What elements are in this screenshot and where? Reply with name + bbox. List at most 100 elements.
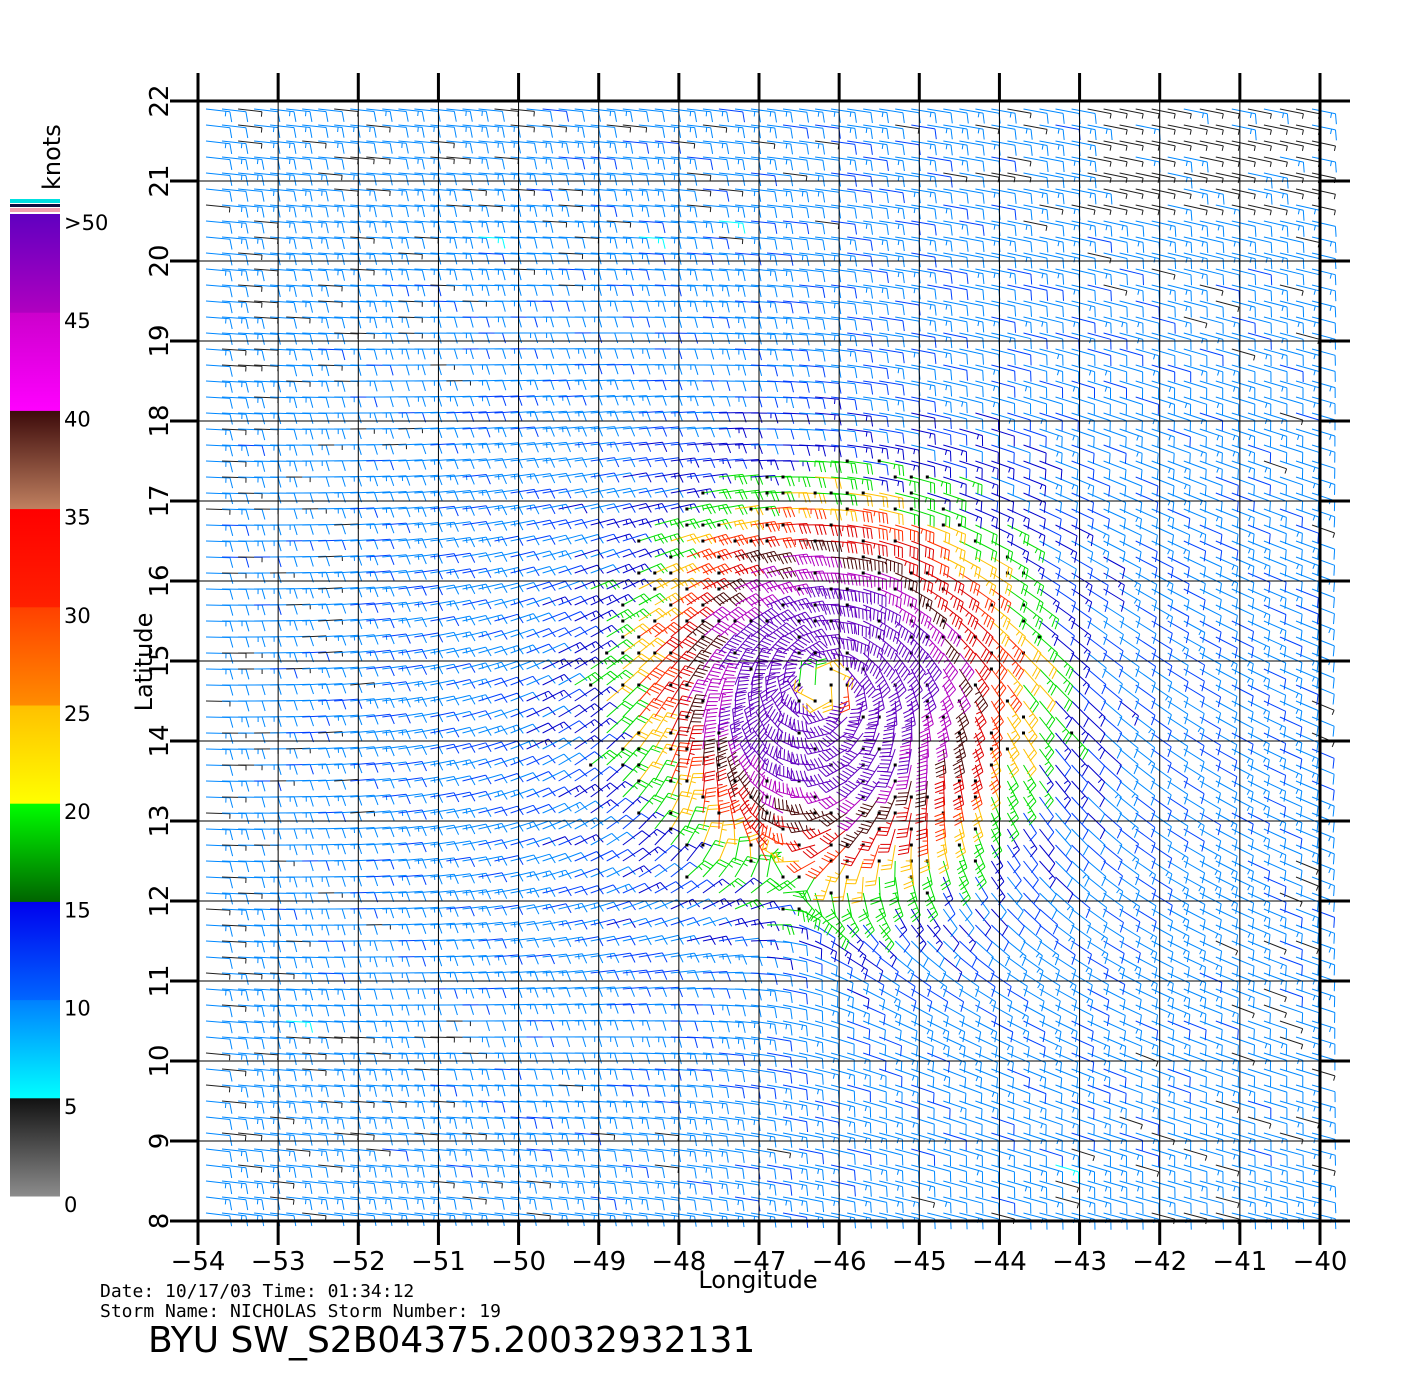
wind-barb	[1311, 828, 1335, 849]
wind-barb	[638, 1148, 665, 1162]
wind-barb	[863, 1020, 886, 1041]
wind-barb	[1007, 412, 1031, 431]
wind-barb	[254, 828, 282, 840]
wind-barb	[927, 316, 953, 332]
wind-barb	[975, 924, 993, 952]
wind-barb	[270, 396, 298, 409]
wind-barb	[558, 363, 587, 375]
wind-barb	[205, 1020, 233, 1034]
wind-barb	[1103, 764, 1122, 791]
wind-barb	[863, 1036, 887, 1056]
wind-barb	[1023, 428, 1047, 448]
wind-barb	[350, 539, 379, 550]
wind-barb	[1183, 380, 1208, 399]
wind-barb	[1071, 284, 1096, 302]
wind-barb	[895, 364, 921, 380]
wind-barb	[205, 540, 234, 552]
wind-barb	[734, 1180, 761, 1196]
wind-barb	[702, 1180, 729, 1195]
wind-barb	[750, 1068, 777, 1084]
wind-barb	[702, 268, 730, 281]
wind-barb	[558, 379, 587, 390]
wind-barb	[670, 1100, 698, 1114]
rain-flag	[749, 539, 753, 543]
wind-barb	[638, 364, 667, 375]
wind-barb	[1183, 764, 1205, 788]
wind-barb	[895, 396, 921, 412]
wind-barb	[494, 379, 523, 391]
wind-barb	[750, 900, 781, 911]
wind-barb	[590, 1068, 618, 1081]
wind-barb	[878, 940, 897, 968]
wind-barb	[927, 1100, 951, 1120]
wind-barb	[903, 859, 915, 890]
wind-barb	[1103, 828, 1123, 855]
wind-barb	[943, 236, 969, 252]
wind-barb	[638, 503, 668, 513]
wind-barb	[270, 844, 298, 856]
wind-barb	[895, 268, 921, 284]
wind-barb	[1055, 748, 1072, 777]
wind-barb	[1279, 300, 1305, 318]
wind-barb	[814, 1180, 840, 1197]
rain-flag	[717, 731, 721, 735]
wind-barb	[1087, 748, 1106, 776]
wind-barb	[718, 364, 747, 376]
rain-flag	[733, 779, 737, 783]
wind-barb	[446, 971, 475, 983]
wind-barb	[1055, 380, 1079, 399]
wind-barb	[766, 364, 794, 377]
rain-flag	[765, 795, 769, 799]
wind-barb	[975, 396, 1000, 414]
wind-barb	[1215, 988, 1239, 1009]
rain-flag	[845, 875, 849, 879]
wind-barb	[270, 988, 297, 1001]
wind-barb	[814, 1068, 840, 1086]
wind-barb	[1119, 1100, 1143, 1120]
wind-barb	[1119, 940, 1141, 964]
wind-barb	[205, 748, 234, 760]
wind-barb	[927, 268, 953, 284]
wind-barb	[782, 1196, 809, 1212]
wind-barb	[782, 1164, 809, 1180]
wind-barb	[366, 268, 394, 281]
wind-barb	[302, 1196, 329, 1210]
wind-barb	[1263, 988, 1287, 1003]
wind-barb	[879, 1164, 904, 1182]
wind-barb	[894, 972, 916, 997]
wind-barb	[254, 412, 282, 425]
wind-barb	[1135, 412, 1159, 432]
wind-barb	[1135, 1084, 1159, 1104]
wind-barb	[510, 316, 538, 328]
rain-flag	[749, 507, 753, 511]
wind-barb	[1247, 316, 1272, 334]
wind-barb	[1295, 300, 1321, 318]
wind-barb	[590, 1148, 618, 1162]
wind-barb	[734, 972, 763, 984]
wind-barb	[1215, 1052, 1239, 1072]
wind-barb	[1103, 412, 1127, 432]
wind-barb	[414, 1132, 439, 1140]
wind-barb	[670, 316, 698, 328]
wind-barb	[1183, 732, 1205, 756]
wind-barb	[1231, 188, 1256, 200]
wind-barb	[1247, 524, 1271, 545]
rain-flag	[781, 523, 785, 527]
wind-barb	[205, 940, 233, 953]
wind-barb	[302, 779, 330, 791]
wind-barb	[975, 1084, 999, 1104]
wind-barb	[895, 1068, 919, 1088]
wind-barb	[799, 524, 827, 535]
wind-barb	[1263, 908, 1287, 929]
wind-barb	[1183, 492, 1207, 513]
wind-barb	[221, 860, 250, 873]
wind-barb	[776, 728, 800, 750]
wind-barb	[526, 236, 554, 249]
wind-barb	[750, 1164, 777, 1180]
wind-barb	[749, 536, 780, 548]
wind-barb	[1295, 364, 1320, 382]
wind-barb	[286, 635, 314, 647]
wind-barb	[818, 745, 848, 762]
wind-barb	[991, 492, 1015, 513]
wind-barb	[382, 1164, 409, 1178]
